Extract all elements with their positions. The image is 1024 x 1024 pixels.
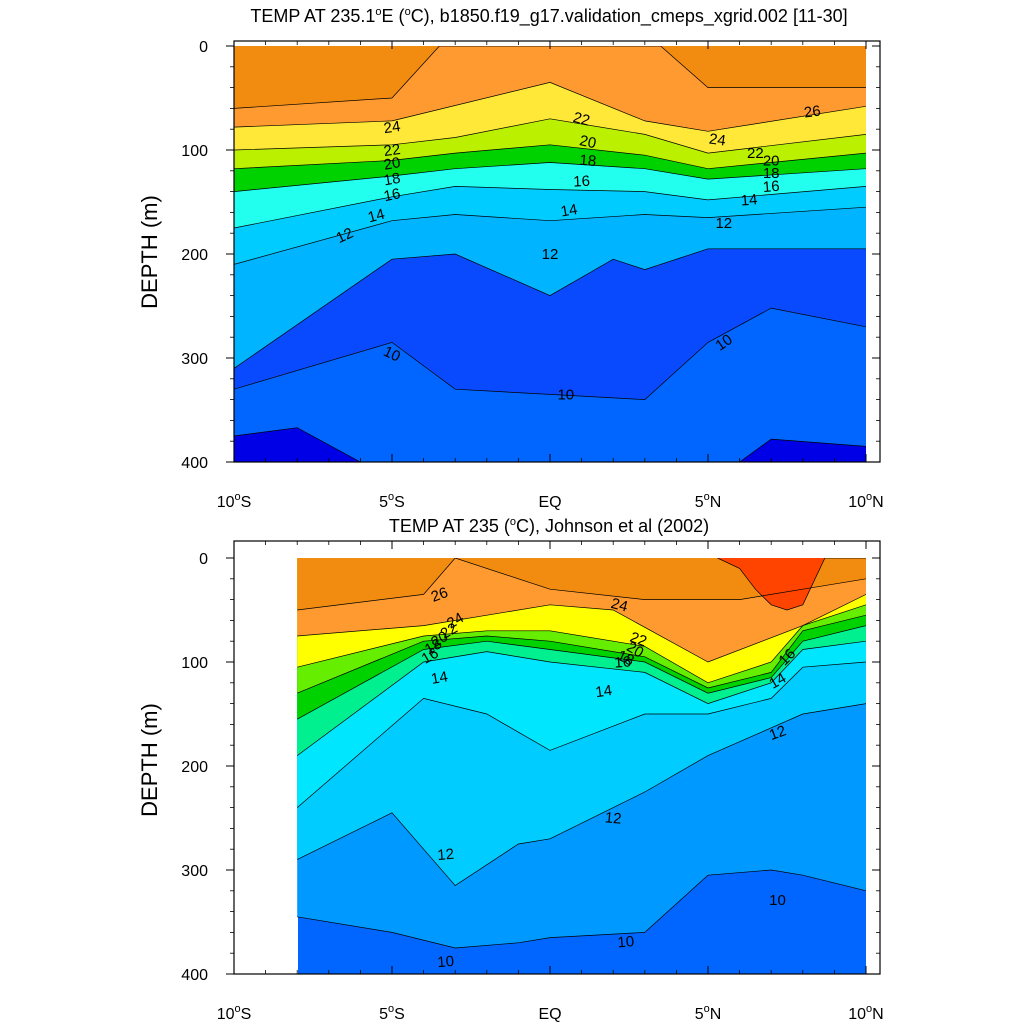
contour-label: 10 [381,343,403,365]
x-tick-label: 10oS [217,1003,252,1023]
isotherm-26 [234,46,866,109]
isotherm-12 [234,248,866,369]
contour-label: 14 [594,682,613,701]
band-above-26 [297,558,866,610]
contour-label: 12 [604,809,622,827]
x-tick-label: 5oS [379,491,405,511]
contour-label: 22 [383,141,402,160]
isotherm-10 [297,869,866,949]
x-tick-label: EQ [538,494,561,511]
contour-label: 20 [382,154,401,174]
contour-label: 12 [767,722,788,744]
contour-label: 22 [747,145,764,162]
contour-label: 22 [628,629,649,651]
isotherm-22 [234,118,866,154]
isotherm-16 [234,186,866,229]
contour-label: 18 [422,635,445,658]
panel-bottom-title: TEMP AT 235 (oC), Johnson et al (2002) [389,516,709,536]
isotherm-26 [297,558,866,611]
contour-label: 10 [557,386,574,403]
y-tick-label: 100 [181,655,208,672]
isotherm-22 [297,604,866,684]
x-tick-label: 10oN [848,491,883,511]
x-tick-label: 5oN [695,491,722,511]
y-tick-label: 200 [181,247,208,264]
contour-label: 16 [382,185,402,205]
isotherm-8 [234,427,866,462]
isotherm-16 [296,640,866,756]
isotherm-18 [297,625,866,720]
y-tick-label: 100 [181,143,208,160]
panel-top-title: TEMP AT 235.1oE (oC), b1850.f19_g17.vali… [250,6,847,27]
contour-label: 24 [708,131,727,150]
y-tick-label: 0 [199,39,208,56]
isotherm-14 [296,661,866,808]
contour-label: 26 [803,102,822,121]
y-tick-label: 300 [181,863,208,880]
contour-label: 16 [762,178,780,196]
panel-top-frame [233,40,881,463]
contour-label: 12 [437,846,455,864]
panel-bottom: TEMP AT 235 (oC), Johnson et al (2002) 2… [137,516,884,1023]
x-tick-label: 5oN [695,1003,722,1023]
contour-label: 10 [617,933,635,951]
isotherm-10 [234,307,866,400]
y-tick-label: 400 [181,967,208,984]
contour-label: 16 [573,173,591,191]
x-tick-label: 10oS [217,491,252,511]
contour-label: 14 [740,191,758,209]
contour-label: 26 [429,584,450,606]
band-above-28 [717,558,866,610]
contour-label: 12 [334,225,356,247]
contour-label: 18 [763,165,780,182]
contour-label: 24 [444,609,467,632]
isotherm-20 [297,614,866,694]
band-above-26 [234,46,866,109]
contour-label: 18 [382,170,401,190]
contour-label: 14 [366,206,387,227]
contour-label: 24 [609,595,630,616]
isotherm-24 [234,82,866,132]
isotherm-24 [297,594,866,663]
panel-top-ylabel: DEPTH (m) [137,195,162,309]
contour-label: 14 [766,670,789,693]
y-tick-label: 300 [181,351,208,368]
y-tick-label: 200 [181,759,208,776]
contour-label: 18 [614,647,636,669]
x-tick-label: 5oS [379,1003,405,1023]
contour-label: 20 [428,628,451,651]
isotherm-28 [717,558,866,611]
contour-label: 22 [438,620,461,643]
contour-label: 12 [715,215,732,232]
isotherm-14 [234,206,866,265]
panel-bottom-plot-area [296,558,866,974]
isotherm-18 [234,162,866,192]
contour-label: 22 [571,109,592,130]
isotherm-20 [234,144,866,170]
panel-bottom-frame [233,540,881,975]
contour-label: 20 [578,132,598,152]
contour-label: 18 [579,152,597,170]
y-tick-label: 0 [199,551,208,568]
contour-label: 16 [419,645,442,668]
contour-label: 14 [559,201,578,221]
isotherm-12 [297,703,866,887]
contour-label: 20 [624,638,647,661]
contour-label: 12 [542,246,559,263]
contour-label: 10 [437,953,455,971]
y-tick-label: 400 [181,455,208,472]
contour-label: 20 [763,152,780,169]
contour-label: 10 [769,892,786,909]
x-tick-label: EQ [538,1006,561,1023]
contour-label: 16 [614,653,632,671]
contour-label: 14 [430,668,449,688]
contour-label: 10 [712,331,735,354]
contour-label: 24 [383,118,402,137]
panel-bottom-ylabel: DEPTH (m) [137,703,162,817]
panel-top-plot-area [234,46,866,462]
x-tick-label: 10oN [848,1003,883,1023]
panel-top: TEMP AT 235.1oE (oC), b1850.f19_g17.vali… [137,6,884,511]
